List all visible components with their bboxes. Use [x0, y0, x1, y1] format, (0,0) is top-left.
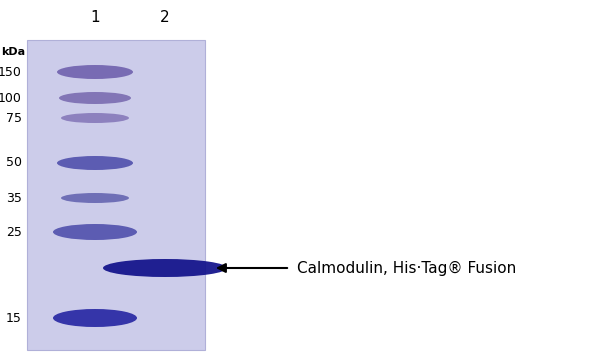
Text: Calmodulin, His·Tag® Fusion: Calmodulin, His·Tag® Fusion [297, 261, 516, 275]
Ellipse shape [61, 193, 129, 203]
Bar [27, 40, 205, 350]
Text: 2: 2 [160, 10, 170, 26]
Ellipse shape [103, 259, 227, 277]
Ellipse shape [57, 65, 133, 79]
Text: 50: 50 [6, 157, 22, 170]
Ellipse shape [61, 113, 129, 123]
Ellipse shape [53, 309, 137, 327]
Text: 35: 35 [6, 192, 22, 204]
Text: kDa: kDa [1, 47, 25, 57]
Text: 15: 15 [6, 311, 22, 324]
Text: 150: 150 [0, 66, 22, 78]
Text: 75: 75 [6, 112, 22, 125]
Text: 100: 100 [0, 91, 22, 104]
Ellipse shape [59, 92, 131, 104]
Ellipse shape [53, 224, 137, 240]
Ellipse shape [57, 156, 133, 170]
Text: 25: 25 [6, 225, 22, 238]
Text: 1: 1 [90, 10, 100, 26]
